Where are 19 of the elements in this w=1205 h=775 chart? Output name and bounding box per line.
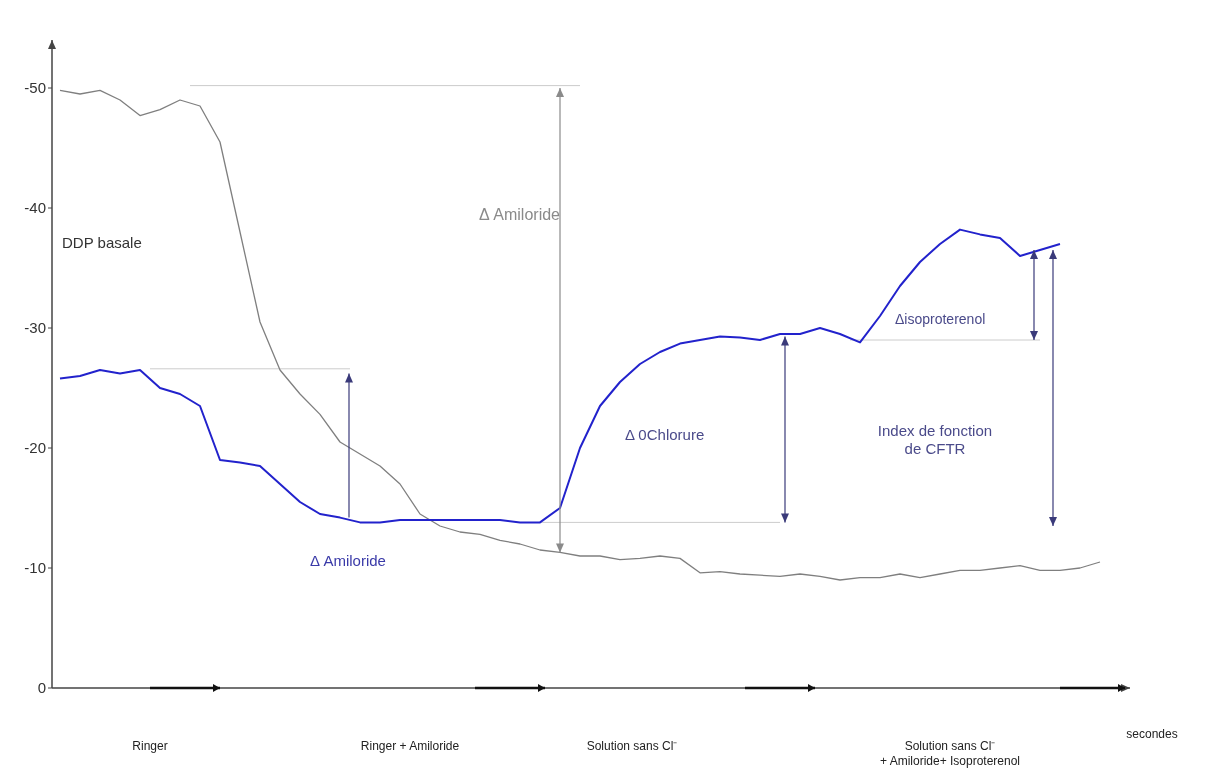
line-series xyxy=(59,89,1101,581)
y-tick-label: 0 xyxy=(37,679,46,697)
annotation: Index de fonction de CFTR xyxy=(877,422,993,457)
annotation: DDP basale xyxy=(62,234,142,251)
annotation: Δisoproterenol xyxy=(895,311,986,327)
y-tick-label: -50 xyxy=(24,79,46,97)
y-tick-label: -10 xyxy=(24,559,46,577)
x-axis-title: secondes xyxy=(1126,727,1178,741)
y-tick-label: -20 xyxy=(24,439,46,457)
text: Ringer xyxy=(132,739,168,753)
y-tick-label: -40 xyxy=(24,199,46,217)
text: Solution sans Cl⁻ + Amiloride+ Isoproterenol xyxy=(879,739,1021,768)
annotation: Δ Amiloride xyxy=(479,206,561,223)
text: Solution sans Cl⁻ xyxy=(586,739,678,753)
y-tick-label: -30 xyxy=(24,319,46,337)
annotation: Δ 0Chlorure xyxy=(625,426,705,443)
line-series xyxy=(59,228,1061,524)
text: Ringer + Amiloride xyxy=(360,739,460,753)
annotation: Δ Amiloride xyxy=(310,552,386,569)
